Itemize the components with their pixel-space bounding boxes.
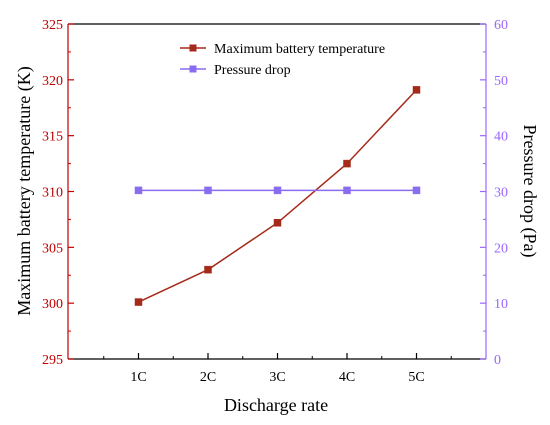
data-point (343, 159, 351, 168)
left-axis-tick-label: 315 (42, 130, 63, 145)
x-axis-title: Discharge rate (224, 395, 328, 415)
left-axis-tick-label: 310 (42, 186, 63, 201)
left-axis-title: Maximum battery temperature (K) (14, 66, 35, 315)
right-axis-tick-label: 0 (494, 353, 501, 368)
legend-label: Maximum battery temperature (214, 42, 385, 57)
right-axis-tick-label: 10 (494, 297, 508, 312)
x-axis-tick-label: 5C (408, 370, 424, 385)
right-axis-tick-label: 30 (494, 186, 508, 201)
right-axis-title: Pressure drop (Pa) (519, 125, 540, 258)
data-point (204, 186, 212, 195)
series-layer (134, 86, 421, 306)
left-axis-tick-label: 305 (42, 241, 63, 256)
series-line-temperature (138, 89, 418, 303)
left-axis-tick-label: 325 (42, 18, 63, 33)
right-axis-tick-label: 50 (494, 74, 508, 89)
axes-layer: 295 300 305 310 315 320 325 0 10 20 30 40 50 60 1C 2C 3C… (42, 18, 508, 385)
right-axis-tick-label: 20 (494, 241, 508, 256)
left-axis-tick-label: 320 (42, 74, 63, 89)
legend: Maximum battery temperature Pressure drop (180, 42, 385, 78)
data-point (134, 186, 143, 195)
x-axis-tick-label: 1C (130, 370, 146, 385)
right-axis-tick-label: 60 (494, 18, 508, 33)
legend-label: Pressure drop (214, 63, 291, 78)
data-point (204, 265, 212, 274)
data-point (343, 186, 351, 195)
left-axis-tick-label: 295 (42, 353, 63, 368)
data-point (134, 298, 143, 306)
legend-marker (189, 44, 197, 52)
data-point (273, 186, 282, 195)
data-point (412, 186, 421, 195)
legend-marker (189, 65, 197, 73)
data-point (412, 86, 421, 94)
right-axis-tick-label: 40 (494, 130, 508, 145)
x-axis-tick-label: 2C (200, 370, 216, 385)
left-axis-tick-label: 300 (42, 297, 63, 312)
data-point (273, 219, 282, 227)
x-axis-tick-label: 4C (339, 370, 355, 385)
x-axis-tick-label: 3C (269, 370, 285, 385)
